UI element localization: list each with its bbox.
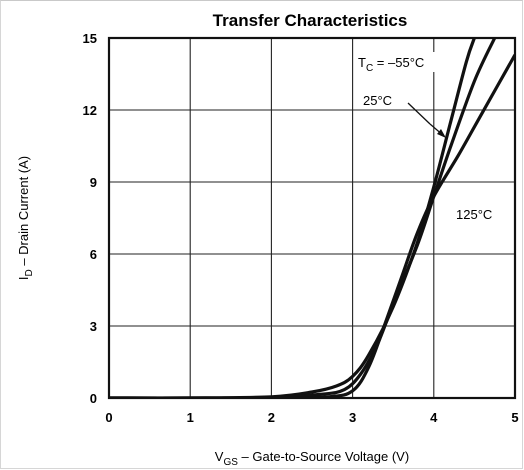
x-tick-label: 3 xyxy=(349,410,356,425)
x-tick-label: 2 xyxy=(268,410,275,425)
label-125-background xyxy=(453,205,505,223)
y-tick-label: 6 xyxy=(90,247,97,262)
annotation-125c: 125°C xyxy=(456,207,492,222)
series-line-minus55c xyxy=(109,38,476,398)
y-tick-label: 12 xyxy=(83,103,97,118)
x-axis-label-sub: GS xyxy=(223,457,238,468)
annotation-tc-main: T xyxy=(358,55,366,70)
plot-area-border xyxy=(107,36,517,400)
y-tick-label: 3 xyxy=(90,319,97,334)
grid-lines xyxy=(109,38,515,398)
y-axis-label-sub: D xyxy=(24,269,35,276)
chart-title: Transfer Characteristics xyxy=(213,11,408,30)
y-tick-label: 15 xyxy=(83,31,97,46)
annotation-25c: 25°C xyxy=(363,93,392,108)
x-tick-label: 5 xyxy=(511,410,518,425)
annotation-arrow-head xyxy=(437,129,446,138)
y-tick-labels: 0 3 6 9 12 15 xyxy=(83,31,97,406)
y-tick-label: 0 xyxy=(90,391,97,406)
y-axis-label-rest: – Drain Current (A) xyxy=(16,156,31,269)
y-tick-label: 9 xyxy=(90,175,97,190)
x-tick-labels: 0 1 2 3 4 5 xyxy=(105,410,518,425)
annotation-tc-sub: C xyxy=(366,63,373,74)
x-tick-label: 1 xyxy=(187,410,194,425)
series-line-125c xyxy=(109,54,515,398)
annotation-tc-rest: = –55°C xyxy=(373,55,424,70)
x-axis-label-rest: – Gate-to-Source Voltage (V) xyxy=(238,449,409,464)
series-line-25c xyxy=(109,38,497,398)
tc-label-background xyxy=(354,52,446,72)
x-tick-label: 4 xyxy=(430,410,438,425)
x-axis-label-main: V xyxy=(215,449,224,464)
annotation-25c-leader xyxy=(407,102,431,125)
label-25-background xyxy=(360,91,408,109)
x-tick-label: 0 xyxy=(105,410,112,425)
y-axis-label: ID – Drain Current (A) xyxy=(16,156,35,280)
annotation-tc-minus55: TC = –55°C xyxy=(358,55,424,74)
x-axis-label: VGS – Gate-to-Source Voltage (V) xyxy=(215,449,409,468)
y-axis-label-main: I xyxy=(16,277,31,281)
